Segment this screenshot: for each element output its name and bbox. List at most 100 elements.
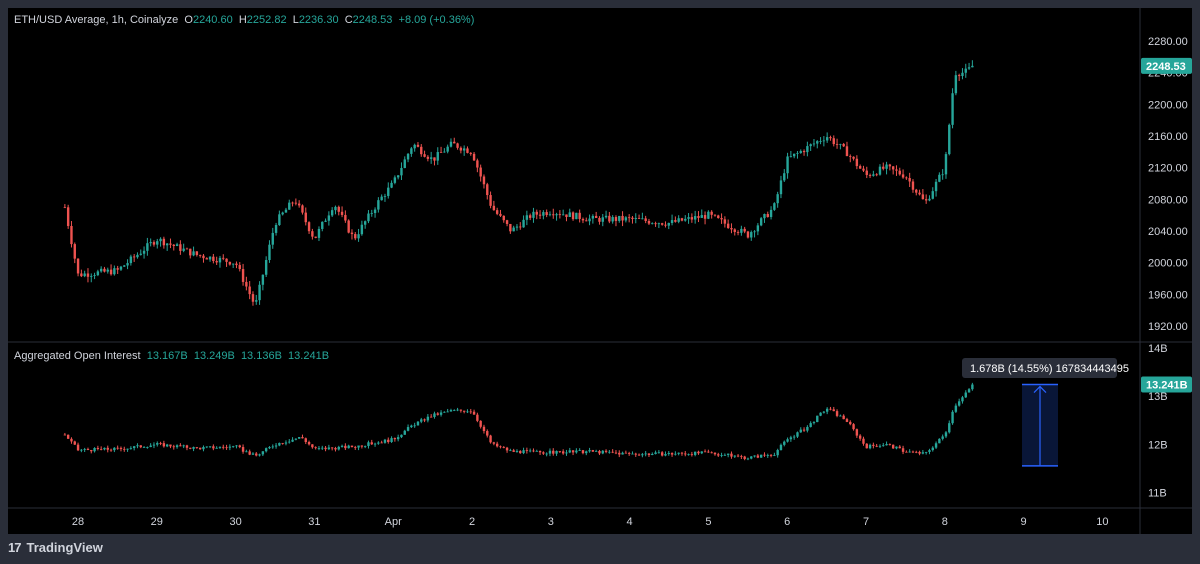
- chart-canvas[interactable]: 2280.002240.002200.002160.002120.002080.…: [8, 8, 1192, 534]
- price-candle-body: [660, 223, 664, 225]
- oi-candle-body: [542, 452, 545, 454]
- price-candle-body: [687, 217, 690, 219]
- price-candle: [400, 162, 403, 180]
- price-candle-body: [535, 211, 538, 215]
- price-candle-body: [832, 138, 835, 145]
- oi-candle: [512, 448, 515, 453]
- price-candle: [657, 222, 661, 229]
- oi-candle-body: [812, 422, 816, 424]
- price-candle: [931, 187, 934, 200]
- price-candle-body: [495, 210, 499, 214]
- price-candle: [641, 212, 644, 220]
- oi-candle: [644, 451, 647, 457]
- oi-candle-body: [710, 452, 713, 454]
- price-candle-body: [971, 65, 974, 68]
- price-candle-body: [759, 218, 763, 226]
- oi-candle-body: [961, 397, 964, 402]
- price-candle-body: [750, 232, 753, 238]
- oi-candle: [142, 446, 146, 448]
- oi-candle-body: [667, 453, 670, 455]
- oi-candle-body: [278, 442, 281, 446]
- oi-candle-body: [383, 439, 387, 443]
- price-candle-body: [212, 256, 215, 262]
- price-candle: [152, 240, 156, 247]
- price-candle-body: [954, 75, 958, 94]
- price-candle-body: [324, 220, 327, 222]
- time-tick-label: 2: [469, 516, 475, 528]
- oi-candle: [578, 448, 581, 451]
- oi-candle-body: [367, 442, 370, 446]
- high-label: H: [238, 14, 247, 26]
- oi-candle: [495, 441, 499, 448]
- oi-candle-body: [614, 452, 618, 454]
- oi-candle-body: [651, 454, 654, 456]
- price-candle-body: [766, 214, 769, 217]
- oi-candle: [268, 446, 271, 450]
- price-candle-body: [568, 212, 571, 217]
- oi-candle: [321, 445, 324, 450]
- oi-candle-body: [126, 448, 129, 450]
- price-candle-body: [499, 213, 502, 216]
- oi-candle: [90, 449, 93, 454]
- price-candle-body: [792, 153, 796, 157]
- oi-candle-body: [581, 450, 585, 454]
- oi-candle: [571, 450, 575, 456]
- price-candle: [885, 161, 888, 175]
- oi-candle-body: [862, 438, 865, 444]
- oi-candle: [373, 442, 377, 447]
- oi-candle-body: [707, 451, 710, 453]
- price-candle: [360, 220, 364, 236]
- oi-candle-body: [241, 447, 245, 452]
- price-candle-body: [941, 174, 944, 176]
- oi-candle: [733, 455, 736, 458]
- price-candle: [515, 224, 519, 231]
- price-candle: [383, 193, 387, 202]
- oi-candle-body: [621, 452, 624, 455]
- price-candle-body: [119, 266, 123, 270]
- oi-candle: [113, 447, 116, 453]
- price-candle-body: [664, 224, 667, 226]
- oi-candle-body: [809, 423, 812, 427]
- oi-candle-body: [717, 454, 720, 456]
- price-candle-body: [433, 157, 436, 161]
- price-candle-body: [763, 214, 766, 219]
- price-candle: [136, 252, 139, 259]
- oi-candle: [479, 420, 482, 429]
- price-candle: [76, 258, 80, 277]
- oi-candle: [446, 408, 449, 413]
- price-candle: [235, 261, 238, 269]
- price-candle: [898, 167, 901, 176]
- oi-candle-body: [548, 450, 552, 454]
- time-tick-label: 29: [151, 516, 163, 528]
- oi-candle-body: [756, 455, 760, 458]
- oi-candle: [964, 390, 967, 398]
- brand-label[interactable]: TradingView: [26, 540, 103, 555]
- oi-candle: [515, 449, 519, 453]
- price-candle: [759, 216, 763, 227]
- price-candle-body: [350, 232, 354, 235]
- price-candle: [449, 138, 453, 148]
- oi-candle-body: [288, 441, 291, 443]
- price-candle: [542, 210, 545, 220]
- oi-candle-body: [957, 401, 961, 406]
- oi-candle-body: [944, 432, 948, 437]
- oi-candle: [677, 452, 680, 456]
- oi-candle: [637, 453, 641, 456]
- price-candle: [340, 206, 344, 218]
- oi-candle: [202, 445, 205, 452]
- price-candle: [129, 254, 133, 266]
- oi-candle: [245, 449, 248, 453]
- oi-candle-body: [301, 437, 304, 439]
- oi-candle-body: [703, 451, 707, 453]
- price-candle-body: [297, 203, 301, 206]
- oi-candle: [796, 431, 799, 439]
- oi-candle: [882, 442, 885, 447]
- oi-candle-body: [198, 447, 202, 450]
- oi-candle-body: [248, 451, 251, 455]
- price-candle-body: [608, 215, 611, 222]
- oi-candle: [96, 445, 100, 451]
- oi-candle: [165, 443, 169, 448]
- price-candle: [70, 220, 73, 248]
- price-candle-body: [733, 229, 736, 232]
- oi-candle-body: [849, 421, 852, 425]
